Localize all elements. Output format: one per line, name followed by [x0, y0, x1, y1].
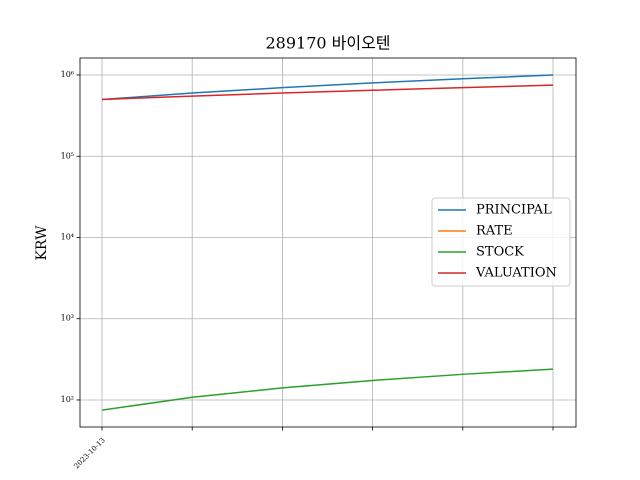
chart-title: 289170 바이오텐 — [265, 34, 390, 53]
y-tick-label: 10² — [61, 395, 74, 404]
series-line — [101, 74, 554, 101]
series-line — [101, 368, 554, 411]
x-tick-label: 2023-10-13 — [73, 436, 107, 470]
y-tick-label: 10³ — [61, 314, 74, 323]
legend-label: VALUATION — [475, 266, 557, 281]
legend-label: STOCK — [476, 245, 524, 260]
legend-box — [431, 197, 571, 287]
y-tick-label: 10⁵ — [61, 151, 74, 160]
y-tick-label: 10⁴ — [61, 233, 74, 242]
legend-label: PRINCIPAL — [476, 203, 552, 218]
y-axis-label: KRW — [34, 225, 50, 261]
plot-frame — [79, 57, 577, 428]
series-line — [101, 84, 554, 101]
legend-label: RATE — [476, 224, 513, 239]
y-tick-label: 10⁶ — [61, 70, 74, 79]
